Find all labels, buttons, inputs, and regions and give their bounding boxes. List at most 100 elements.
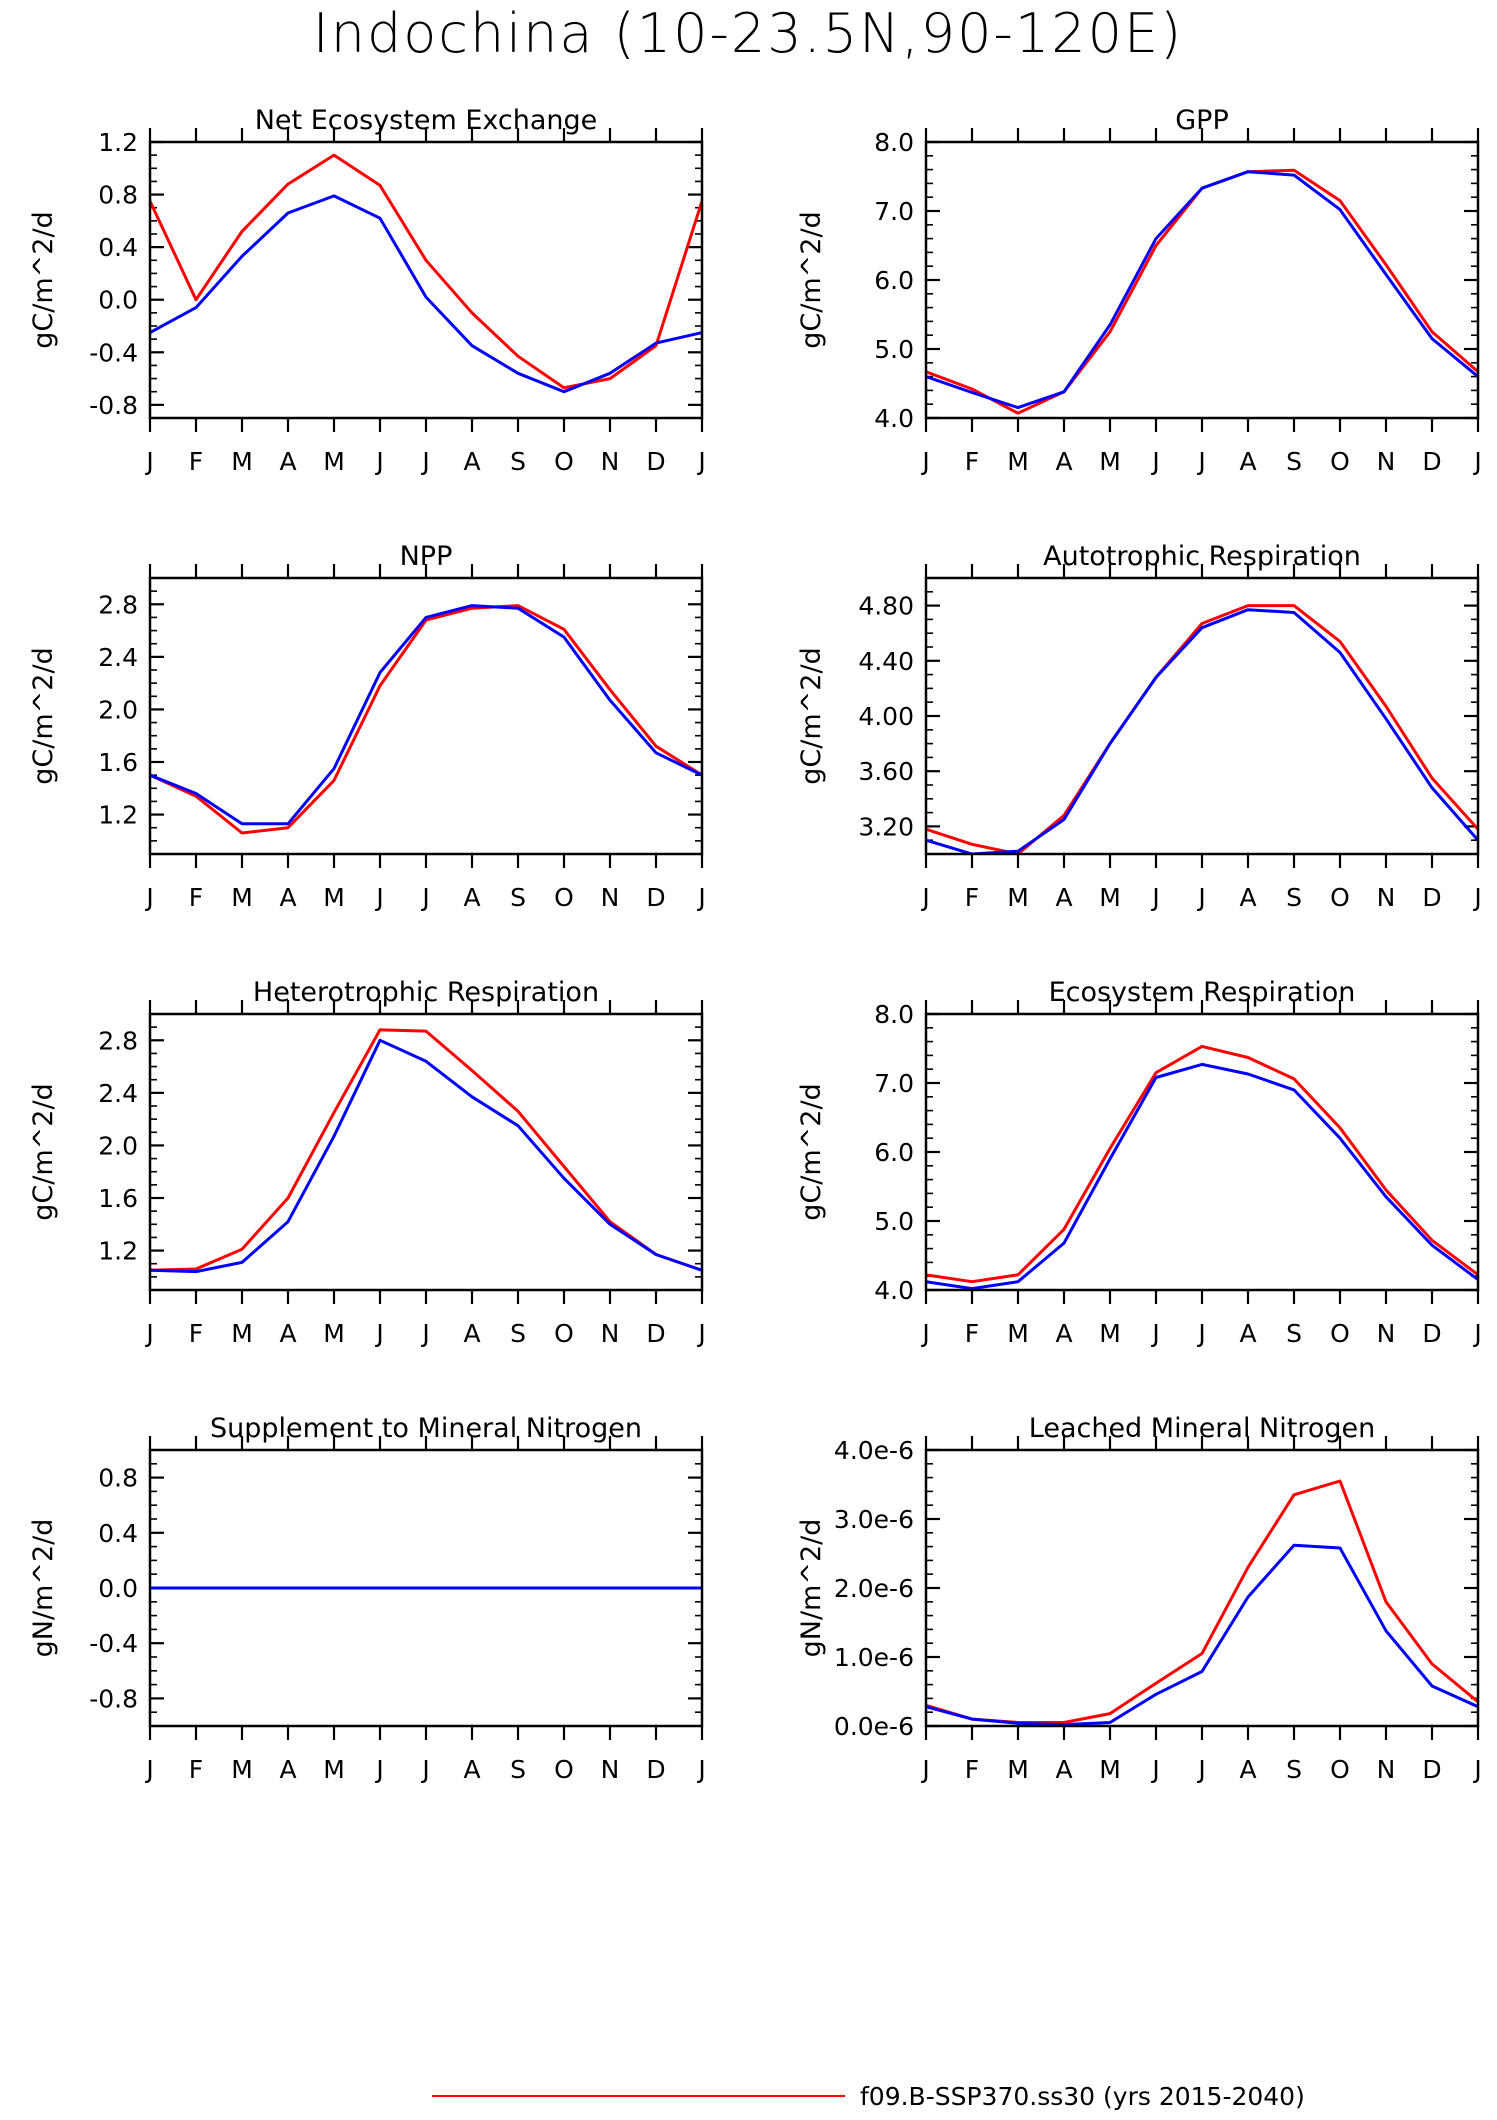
x-tick-label: J xyxy=(144,1755,153,1784)
x-tick-label: J xyxy=(420,1755,429,1784)
x-tick-label: S xyxy=(510,1755,526,1784)
y-tick-label: 5.0 xyxy=(874,1207,914,1236)
y-tick-label: -0.8 xyxy=(89,1684,138,1713)
plot-frame xyxy=(148,140,704,420)
x-tick-label: J xyxy=(420,1319,429,1348)
x-tick-label: M xyxy=(1099,1319,1121,1348)
x-tick-label: J xyxy=(696,1755,705,1784)
x-tick-label: J xyxy=(920,883,929,912)
y-tick-label: 0.4 xyxy=(98,233,138,262)
x-tick-label: A xyxy=(279,883,296,912)
plot-frame xyxy=(148,1012,704,1292)
x-tick-label: A xyxy=(1239,1319,1256,1348)
x-tick-label: J xyxy=(920,447,929,476)
y-tick-label: 0.4 xyxy=(98,1519,138,1548)
y-axis-label: gC/m^2/d xyxy=(796,1083,827,1220)
y-tick-label: 2.4 xyxy=(98,1079,138,1108)
x-tick-label: J xyxy=(374,1319,383,1348)
x-tick-label: S xyxy=(1286,883,1302,912)
x-tick-label: J xyxy=(920,1755,929,1784)
x-tick-label: A xyxy=(463,447,480,476)
panel-supplement-to-mineral-nitrogen: Supplement to Mineral NitrogengN/m^2/d-0… xyxy=(28,1413,706,1784)
y-tick-label: -0.4 xyxy=(89,338,138,367)
x-tick-label: S xyxy=(510,1319,526,1348)
x-tick-label: J xyxy=(144,1319,153,1348)
x-tick-label: J xyxy=(374,1755,383,1784)
x-tick-label: N xyxy=(601,447,620,476)
x-tick-label: F xyxy=(965,1755,979,1784)
x-tick-label: A xyxy=(1055,883,1072,912)
y-tick-label: 6.0 xyxy=(874,1138,914,1167)
y-axis-label: gC/m^2/d xyxy=(28,211,59,348)
x-tick-label: F xyxy=(189,883,203,912)
x-tick-label: J xyxy=(1150,447,1159,476)
plot-frame xyxy=(924,1012,1480,1292)
x-tick-label: J xyxy=(420,447,429,476)
x-tick-label: S xyxy=(510,447,526,476)
y-tick-label: 4.0 xyxy=(874,404,914,433)
series-line-blue xyxy=(926,1062,1478,1290)
figure-title: Indochina (10-23.5N,90-120E) xyxy=(313,2,1183,65)
x-tick-label: M xyxy=(1007,1755,1029,1784)
y-axis-label: gN/m^2/d xyxy=(28,1519,59,1658)
y-axis-label: gC/m^2/d xyxy=(28,1083,59,1220)
panel-net-ecosystem-exchange: Net Ecosystem ExchangegC/m^2/d-0.8-0.40.… xyxy=(28,105,706,476)
y-tick-label: 0.8 xyxy=(98,1464,138,1493)
x-tick-label: N xyxy=(1377,447,1396,476)
x-tick-label: A xyxy=(463,883,480,912)
y-tick-label: 0.0e-6 xyxy=(834,1712,914,1741)
x-tick-label: J xyxy=(1150,883,1159,912)
series-group xyxy=(150,1028,702,1274)
x-tick-label: J xyxy=(144,883,153,912)
plot-frame xyxy=(924,140,1480,420)
x-tick-label: D xyxy=(646,883,665,912)
y-tick-label: 0.0 xyxy=(98,286,138,315)
x-tick-label: S xyxy=(1286,447,1302,476)
x-tick-label: D xyxy=(646,1755,665,1784)
y-tick-label: 2.8 xyxy=(98,1026,138,1055)
panel-leached-mineral-nitrogen: Leached Mineral NitrogengN/m^2/d0.0e-61.… xyxy=(796,1413,1482,1784)
x-tick-label: S xyxy=(1286,1319,1302,1348)
y-tick-label: 5.0 xyxy=(874,335,914,364)
x-tick-label: O xyxy=(554,447,574,476)
y-axis-label: gC/m^2/d xyxy=(28,647,59,784)
x-tick-label: N xyxy=(1377,883,1396,912)
x-tick-label: O xyxy=(554,1755,574,1784)
y-tick-label: 3.60 xyxy=(858,757,914,786)
x-tick-label: J xyxy=(144,447,153,476)
panels: Net Ecosystem ExchangegC/m^2/d-0.8-0.40.… xyxy=(28,105,1482,1784)
x-tick-label: A xyxy=(1055,447,1072,476)
x-tick-label: D xyxy=(1422,1755,1441,1784)
y-axis-label: gN/m^2/d xyxy=(796,1519,827,1658)
y-tick-label: 4.0e-6 xyxy=(834,1436,914,1465)
x-tick-label: S xyxy=(510,883,526,912)
y-axis-label: gC/m^2/d xyxy=(796,647,827,784)
y-tick-label: 7.0 xyxy=(874,1069,914,1098)
panel-heterotrophic-respiration: Heterotrophic RespirationgC/m^2/d1.21.62… xyxy=(28,977,706,1348)
x-tick-label: M xyxy=(1007,1319,1029,1348)
y-tick-label: 0.8 xyxy=(98,181,138,210)
series-line-red xyxy=(926,604,1478,854)
x-tick-label: J xyxy=(1150,1319,1159,1348)
legend: f09.B-SSP370.ss30 (yrs 2015-2040) xyxy=(432,2082,1305,2111)
y-tick-label: 4.80 xyxy=(858,592,914,621)
x-tick-label: F xyxy=(189,1319,203,1348)
panel-autotrophic-respiration: Autotrophic RespirationgC/m^2/d3.203.604… xyxy=(796,541,1482,912)
x-tick-label: O xyxy=(554,883,574,912)
x-tick-label: J xyxy=(920,1319,929,1348)
x-tick-label: D xyxy=(1422,447,1441,476)
series-group xyxy=(926,604,1478,854)
x-tick-label: O xyxy=(1330,1319,1350,1348)
y-tick-label: -0.4 xyxy=(89,1629,138,1658)
x-tick-label: A xyxy=(1239,447,1256,476)
series-group xyxy=(150,153,702,394)
series-group xyxy=(150,604,702,835)
x-tick-label: F xyxy=(189,447,203,476)
x-tick-label: J xyxy=(1472,1755,1481,1784)
x-tick-label: O xyxy=(1330,1755,1350,1784)
x-tick-label: J xyxy=(1472,447,1481,476)
series-line-blue xyxy=(926,608,1478,854)
x-tick-label: J xyxy=(696,447,705,476)
